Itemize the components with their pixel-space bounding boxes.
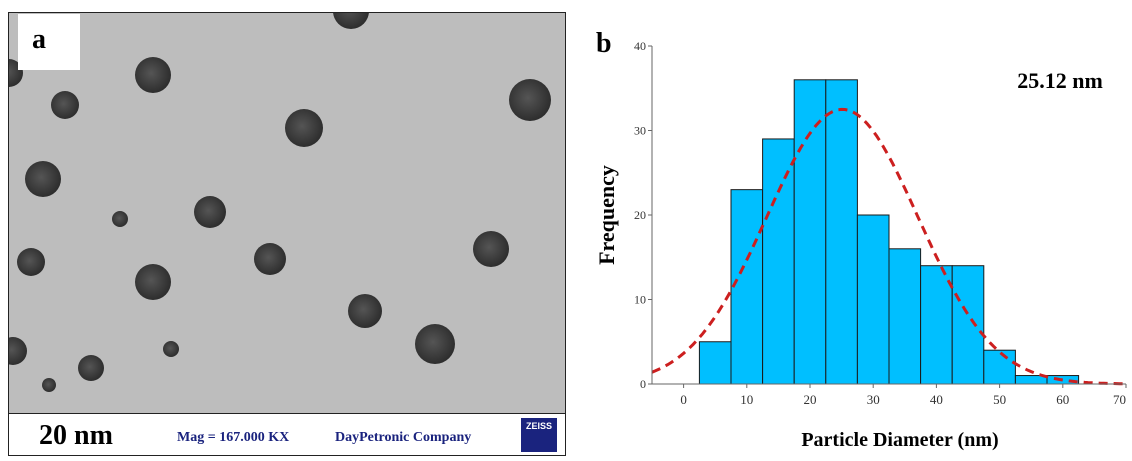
particle bbox=[135, 57, 171, 93]
tem-image bbox=[8, 12, 566, 414]
y-tick-label: 40 bbox=[634, 39, 646, 53]
histogram-axes: 0 10 20 30 40 0 10 20 30 40 50 60 70 bbox=[634, 39, 1127, 407]
panel-label-b: b bbox=[596, 28, 612, 59]
particle bbox=[415, 324, 455, 364]
histogram-chart: 0 10 20 30 40 0 10 20 30 40 50 60 70 25.12 nm Partic… bbox=[594, 39, 1127, 451]
normal-fit-curve bbox=[651, 107, 1126, 386]
histogram-bar bbox=[983, 349, 1016, 385]
particle bbox=[112, 211, 128, 227]
x-tick-label: 70 bbox=[1113, 392, 1126, 407]
tem-particles bbox=[9, 13, 551, 392]
tem-panel: a 20 nm Mag = 167.000 KX DayPetronic Com… bbox=[0, 0, 568, 456]
x-tick-label: 40 bbox=[930, 392, 943, 407]
histogram-bar bbox=[793, 79, 827, 385]
panel-label-a: a bbox=[32, 24, 46, 55]
particle bbox=[163, 341, 179, 357]
panel-label-box: a bbox=[18, 14, 80, 70]
company-label: DayPetronic Company bbox=[335, 430, 472, 445]
particle bbox=[348, 294, 382, 328]
particle bbox=[25, 161, 61, 197]
y-tick-label: 20 bbox=[634, 208, 646, 222]
particle bbox=[473, 231, 509, 267]
particle bbox=[135, 264, 171, 300]
particle bbox=[254, 243, 286, 275]
histogram-bar bbox=[888, 248, 922, 385]
particle bbox=[17, 248, 45, 276]
particle bbox=[285, 109, 323, 147]
histogram-bar bbox=[920, 265, 953, 385]
x-tick-label: 60 bbox=[1056, 392, 1069, 407]
tem-info-bar: 20 nm Mag = 167.000 KX DayPetronic Compa… bbox=[8, 414, 566, 456]
histogram-panel: b 0 10 20 30 40 0 10 20 30 40 50 60 70 25.12 nm Part… bbox=[580, 0, 1132, 456]
x-tick-label: 30 bbox=[867, 392, 880, 407]
histogram-bar bbox=[762, 138, 795, 385]
zeiss-logo: ZEISS bbox=[521, 418, 557, 452]
mean-diameter-annotation: 25.12 nm bbox=[1017, 68, 1103, 93]
histogram-bar bbox=[698, 341, 732, 385]
histogram-bar bbox=[856, 214, 890, 385]
particle bbox=[51, 91, 79, 119]
particle bbox=[509, 79, 551, 121]
histogram-bar bbox=[951, 265, 985, 385]
particle bbox=[333, 13, 369, 29]
scale-bar-label: 20 nm bbox=[39, 420, 113, 451]
y-tick-label: 0 bbox=[640, 377, 646, 391]
x-tick-label: 20 bbox=[804, 392, 817, 407]
particle bbox=[9, 337, 27, 365]
x-tick-label: 50 bbox=[993, 392, 1006, 407]
x-tick-label: 10 bbox=[740, 392, 753, 407]
particle bbox=[78, 355, 104, 381]
y-tick-label: 30 bbox=[634, 124, 646, 138]
y-axis-label: Frequency bbox=[594, 165, 619, 265]
y-tick-label: 10 bbox=[634, 293, 646, 307]
particle bbox=[194, 196, 226, 228]
particle bbox=[42, 378, 56, 392]
histogram-bars bbox=[698, 79, 1080, 385]
magnification-label: Mag = 167.000 KX bbox=[177, 430, 290, 445]
zeiss-logo-text: ZEISS bbox=[525, 421, 552, 431]
histogram-bar bbox=[730, 189, 764, 385]
histogram-bar bbox=[825, 79, 858, 385]
x-axis-label: Particle Diameter (nm) bbox=[801, 429, 998, 451]
x-tick-label: 0 bbox=[680, 392, 687, 407]
